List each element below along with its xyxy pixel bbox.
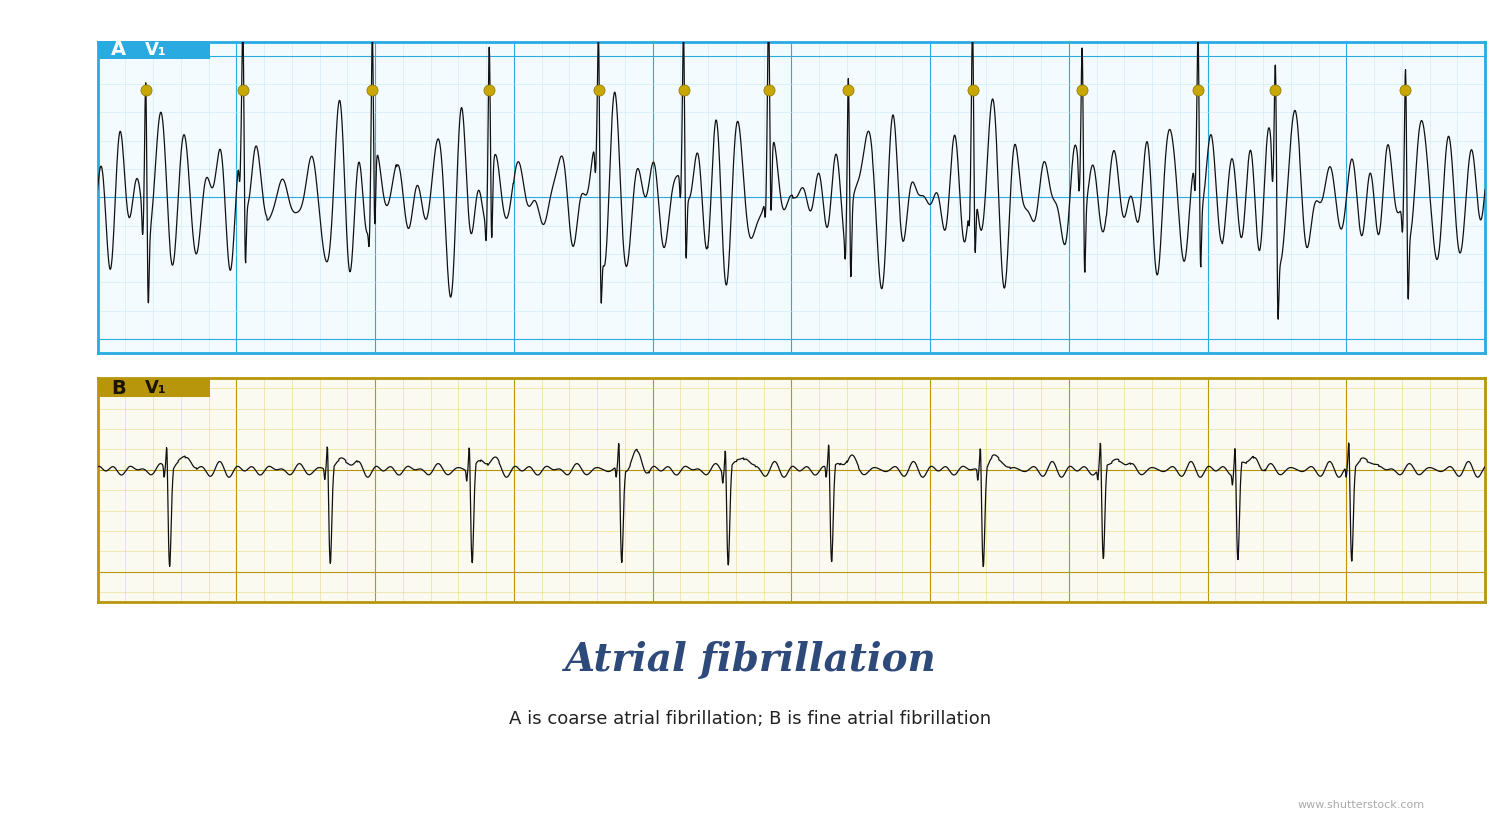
Text: A: A bbox=[111, 41, 126, 59]
Text: IMAGE ID: 1878945007: IMAGE ID: 1878945007 bbox=[1296, 777, 1425, 788]
Text: A is coarse atrial fibrillation; B is fine atrial fibrillation: A is coarse atrial fibrillation; B is fi… bbox=[509, 710, 992, 728]
Text: B: B bbox=[111, 379, 126, 397]
Text: www.shutterstock.com: www.shutterstock.com bbox=[1298, 799, 1425, 810]
Text: V₁: V₁ bbox=[144, 41, 166, 59]
Text: shutterstock®: shutterstock® bbox=[75, 782, 279, 805]
Text: V₁: V₁ bbox=[144, 379, 166, 397]
Text: Atrial fibrillation: Atrial fibrillation bbox=[564, 642, 936, 680]
